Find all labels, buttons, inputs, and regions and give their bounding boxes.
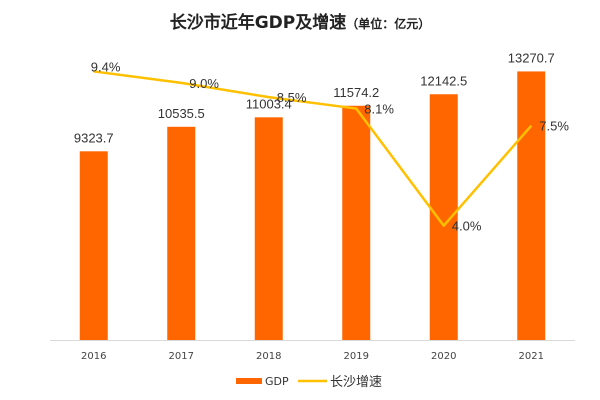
line-label-2017: 9.0% (189, 76, 219, 91)
x-tick-2016: 2016 (81, 351, 106, 362)
line-label-2018: 8.5% (277, 90, 307, 105)
x-tick-2021: 2021 (519, 351, 544, 362)
line-label-2020: 4.0% (452, 219, 482, 234)
bar-label-2018: 11003.4 (246, 96, 292, 111)
bar-2020 (429, 94, 458, 340)
bar-2018 (254, 117, 283, 341)
bar-label-2016: 9323.7 (74, 130, 114, 145)
line-label-2021: 7.5% (539, 119, 569, 134)
bar-label-2021: 13270.7 (508, 50, 555, 65)
x-tick-2020: 2020 (431, 351, 456, 362)
x-tick-2019: 2019 (344, 351, 369, 362)
title-main: 长沙市近年GDP及增速 (169, 13, 347, 33)
line-label-2016: 9.4% (91, 59, 121, 74)
bar-label-2017: 10535.5 (158, 106, 205, 121)
legend-gdp-label: GDP (265, 375, 289, 388)
x-tick-2018: 2018 (256, 351, 281, 362)
bar-2019 (342, 105, 371, 340)
bar-2021 (517, 71, 546, 341)
legend-gdp-swatch (236, 378, 262, 384)
x-tick-2017: 2017 (169, 351, 194, 362)
growth-line (93, 70, 533, 227)
line-label-2019: 8.1% (364, 102, 394, 117)
title-unit: （单位：亿元） (346, 17, 431, 31)
bar-label-2020: 12142.5 (420, 73, 467, 88)
bar-2017 (167, 126, 196, 340)
bar-2016 (79, 151, 108, 340)
bar-label-2019: 11574.2 (333, 85, 379, 100)
legend-growth-label: 长沙增速 (330, 375, 382, 390)
chart-title: 长沙市近年GDP及增速（单位：亿元） (0, 8, 600, 33)
